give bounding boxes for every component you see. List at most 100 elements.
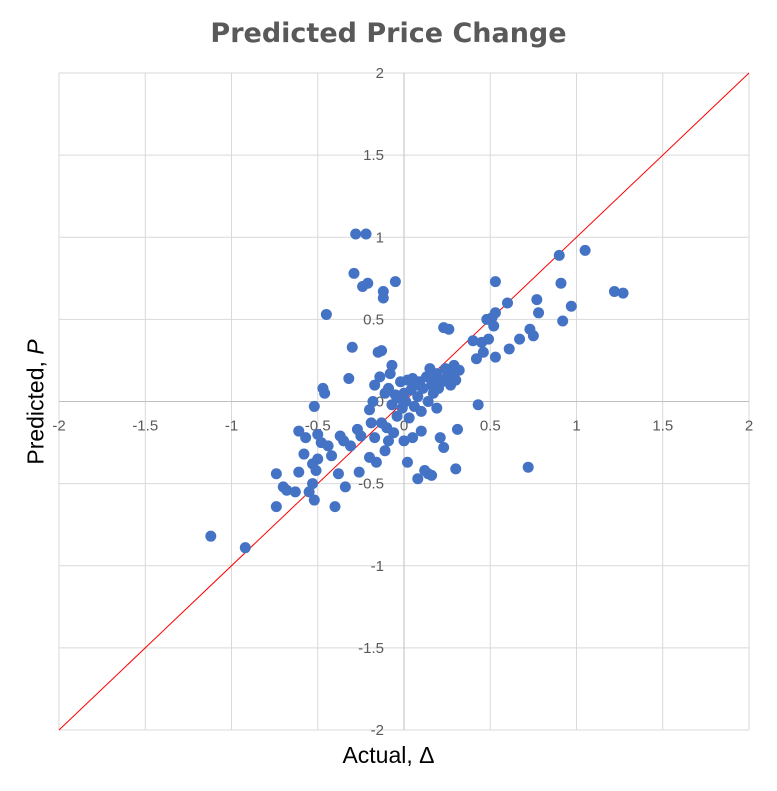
data-point — [376, 345, 388, 357]
data-point — [239, 542, 251, 554]
data-point — [293, 425, 305, 437]
data-point — [412, 391, 424, 403]
x-tick-label: 0 — [400, 418, 408, 435]
data-point — [319, 387, 331, 399]
y-axis-label-text: Predicted, — [22, 354, 49, 465]
data-point — [426, 469, 438, 481]
data-point — [326, 450, 338, 462]
data-point — [403, 412, 415, 424]
data-point — [557, 315, 569, 327]
data-point — [365, 417, 377, 429]
data-point — [443, 323, 455, 335]
data-point — [398, 435, 410, 447]
y-tick-label: 0 — [376, 394, 384, 411]
data-point — [374, 371, 386, 383]
data-point — [339, 481, 351, 493]
chart-title: Predicted Price Change — [210, 18, 567, 49]
data-point — [355, 430, 367, 442]
data-point — [488, 320, 500, 332]
data-point — [514, 333, 526, 345]
data-point — [293, 466, 305, 478]
data-point — [320, 308, 332, 320]
data-point — [205, 530, 217, 542]
data-point — [308, 494, 320, 506]
data-point — [270, 468, 282, 480]
data-point — [483, 333, 495, 345]
data-point — [308, 400, 320, 412]
data-point — [401, 456, 413, 468]
data-point — [617, 287, 629, 299]
data-point — [270, 501, 282, 513]
y-tick-label: -1 — [371, 558, 384, 575]
data-point — [350, 228, 362, 240]
data-point — [300, 432, 312, 444]
data-point — [384, 368, 396, 380]
x-axis-label: Actual, Δ — [342, 742, 435, 768]
data-point — [343, 373, 355, 385]
y-tick-label: -1.5 — [358, 640, 384, 657]
y-tick-label: 1 — [376, 229, 384, 246]
data-point — [420, 371, 432, 383]
data-point — [422, 396, 434, 407]
data-point — [502, 297, 513, 309]
data-point — [467, 335, 479, 347]
data-point — [438, 441, 450, 453]
data-point — [434, 432, 446, 444]
data-point — [431, 402, 443, 414]
data-point — [579, 244, 591, 256]
tick-labels: -2 -1.5 -1 -0.5 0 0.5 1 1.5 2 -2 -1.5 -1 -0.5 0 0.5 1 1.… — [52, 65, 753, 739]
data-point — [565, 300, 577, 312]
data-point — [307, 478, 319, 490]
data-point — [281, 484, 293, 496]
data-point — [450, 374, 462, 386]
data-point — [382, 435, 394, 447]
data-point — [310, 464, 322, 476]
data-point — [379, 445, 391, 457]
data-point — [386, 359, 398, 371]
data-point — [489, 276, 501, 288]
data-point — [472, 399, 484, 411]
data-point — [303, 486, 315, 498]
y-tick-label: 2 — [376, 65, 384, 82]
data-point — [388, 427, 400, 439]
data-point — [407, 432, 419, 444]
data-point — [389, 276, 401, 288]
x-tick-label: -2 — [52, 418, 65, 435]
y-tick-label: -0.5 — [358, 476, 384, 493]
x-tick-label: -0.5 — [305, 418, 331, 435]
data-point — [415, 405, 427, 417]
data-point — [417, 382, 429, 394]
x-tick-label: -1.5 — [132, 418, 158, 435]
data-point — [415, 425, 427, 437]
data-point — [345, 440, 357, 452]
data-point — [412, 473, 424, 485]
data-point — [312, 453, 324, 465]
data-point — [555, 277, 567, 289]
data-point — [439, 363, 451, 375]
data-point — [451, 423, 463, 435]
y-tick-label: 1.5 — [363, 147, 384, 164]
data-point — [431, 368, 443, 380]
data-point — [527, 330, 539, 342]
x-tick-label: -1 — [225, 418, 238, 435]
data-point — [348, 267, 360, 279]
data-point — [377, 292, 389, 304]
data-point — [353, 466, 365, 478]
data-point — [391, 410, 403, 422]
data-point — [489, 307, 501, 319]
data-point — [400, 396, 412, 407]
data-point — [298, 448, 310, 460]
data-point — [312, 428, 324, 440]
y-tick-label: 0.5 — [363, 311, 384, 328]
data-points — [205, 228, 629, 554]
data-point — [369, 379, 381, 391]
data-point — [470, 353, 482, 365]
data-point — [369, 432, 381, 444]
data-point — [386, 399, 398, 411]
data-point — [322, 440, 334, 452]
x-tick-label: 1.5 — [652, 418, 673, 435]
data-point — [362, 277, 374, 289]
y-axis-label-variable: P — [22, 339, 49, 355]
data-point — [531, 294, 543, 306]
